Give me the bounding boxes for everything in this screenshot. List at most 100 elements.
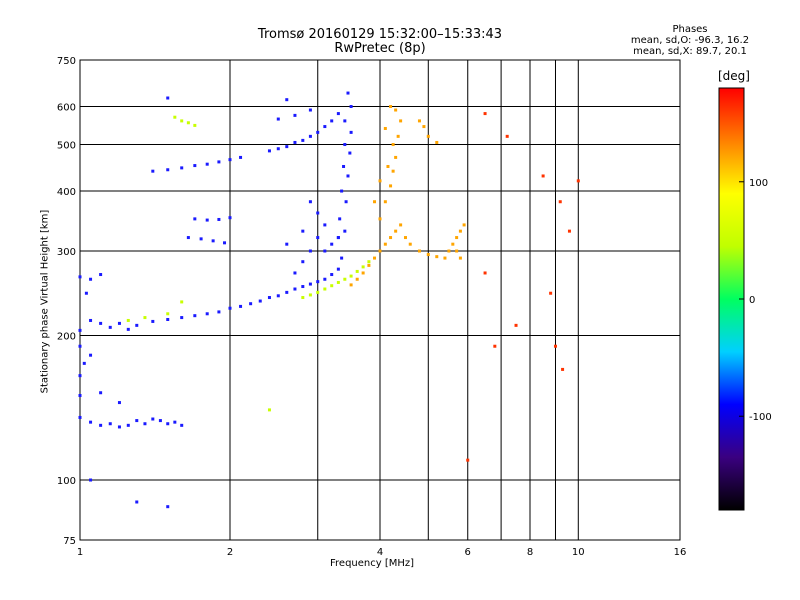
data-point — [211, 239, 215, 243]
data-point — [293, 140, 297, 144]
data-point — [199, 237, 203, 241]
data-point — [166, 96, 170, 100]
data-point — [403, 236, 407, 240]
colorbar-label: [deg] — [718, 69, 750, 83]
data-point — [228, 216, 232, 220]
data-point — [228, 158, 232, 162]
data-point — [308, 293, 312, 297]
data-point — [355, 277, 359, 281]
data-point — [343, 277, 347, 281]
data-point — [549, 291, 553, 295]
data-point — [458, 229, 462, 233]
stats-header: Phases — [672, 24, 708, 35]
data-point — [383, 242, 387, 246]
data-point — [553, 344, 557, 348]
data-point — [349, 105, 353, 109]
data-point — [378, 217, 382, 221]
data-point — [316, 211, 320, 215]
data-point — [293, 113, 297, 117]
data-point — [344, 200, 348, 204]
data-point — [451, 242, 455, 246]
data-point — [336, 236, 340, 240]
data-point — [151, 169, 155, 173]
data-point — [285, 290, 289, 294]
data-point — [386, 164, 390, 168]
data-point — [126, 423, 130, 427]
data-point — [99, 273, 103, 277]
data-point — [239, 155, 243, 159]
y-tick-label: 400 — [57, 187, 76, 198]
data-point — [308, 282, 312, 286]
data-point — [267, 296, 271, 300]
data-point — [462, 223, 466, 227]
data-point — [558, 200, 562, 204]
data-point — [355, 269, 359, 273]
data-point — [158, 419, 162, 423]
data-point — [435, 140, 439, 144]
y-tick-label: 100 — [57, 476, 76, 487]
data-point — [117, 321, 121, 325]
data-point — [343, 143, 347, 147]
data-point — [117, 425, 121, 429]
data-point — [143, 422, 147, 426]
data-point — [389, 236, 393, 240]
colorbar-tick-label: 0 — [749, 295, 755, 306]
data-point — [78, 328, 82, 332]
data-point — [455, 249, 459, 253]
stats-x-mode: mean, sd,X: 89.7, 20.1 — [633, 46, 747, 57]
data-point — [276, 294, 280, 298]
data-point — [447, 249, 451, 253]
data-point — [455, 236, 459, 240]
data-point — [435, 255, 439, 259]
data-point — [308, 134, 312, 138]
data-point — [166, 312, 170, 316]
data-point — [301, 260, 305, 264]
data-point — [78, 394, 82, 398]
data-point — [348, 151, 352, 155]
data-point — [330, 242, 334, 246]
data-point — [180, 316, 184, 320]
data-point — [166, 505, 170, 509]
x-tick-label: 10 — [572, 547, 585, 558]
data-point — [316, 290, 320, 294]
data-point — [173, 115, 177, 119]
data-point — [84, 291, 88, 295]
data-point — [466, 458, 470, 462]
data-point — [217, 217, 221, 221]
data-point — [193, 217, 197, 221]
data-point — [343, 119, 347, 123]
data-point — [308, 249, 312, 253]
data-point — [349, 274, 353, 278]
x-tick-label: 8 — [527, 547, 533, 558]
data-point — [342, 164, 346, 168]
y-tick-label: 300 — [57, 247, 76, 258]
data-point — [78, 275, 82, 279]
x-tick-label: 1 — [77, 547, 83, 558]
data-point — [323, 287, 327, 291]
data-point — [330, 273, 334, 277]
x-axis-label: Frequency [MHz] — [330, 558, 415, 569]
data-point — [99, 321, 103, 325]
data-point — [108, 325, 112, 329]
y-axis-label: Stationary phase Virtual Height [km] — [39, 209, 51, 394]
data-point — [389, 105, 393, 109]
data-point — [383, 200, 387, 204]
colorbar-tick-label: 100 — [749, 178, 768, 189]
data-point — [396, 134, 400, 138]
data-point — [330, 284, 334, 288]
data-point — [135, 323, 139, 327]
data-point — [186, 121, 190, 125]
data-point — [166, 317, 170, 321]
data-point — [78, 415, 82, 419]
data-point — [223, 241, 227, 245]
data-point — [99, 423, 103, 427]
data-point — [301, 296, 305, 300]
y-tick-label: 200 — [57, 332, 76, 343]
data-point — [117, 401, 121, 405]
data-point — [135, 500, 139, 504]
data-point — [135, 419, 139, 423]
data-point — [483, 112, 487, 116]
data-point — [323, 249, 327, 253]
data-point — [78, 344, 82, 348]
data-point — [166, 168, 170, 172]
